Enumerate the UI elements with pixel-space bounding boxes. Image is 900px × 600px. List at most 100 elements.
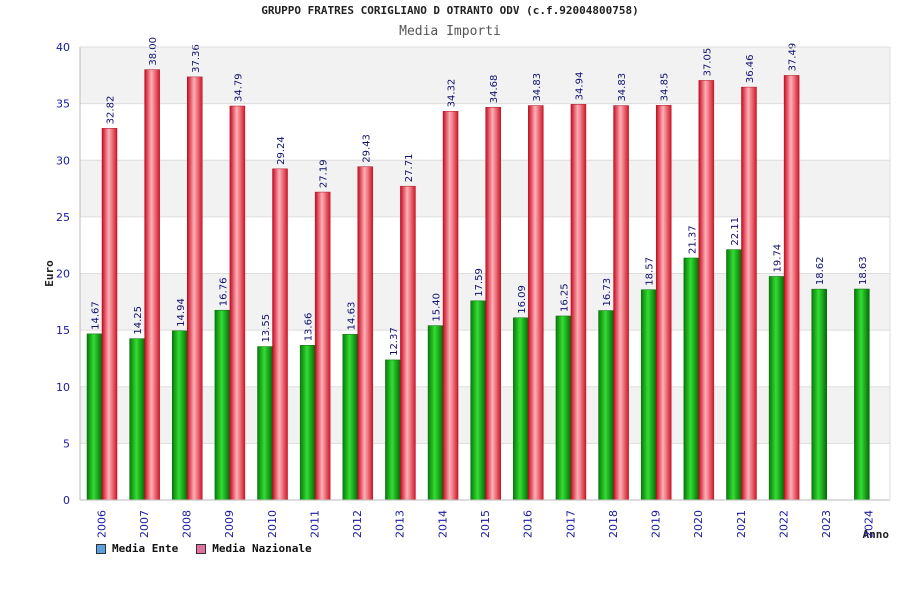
x-tick-label: 2018 bbox=[607, 510, 620, 538]
data-label-nazionale: 37.36 bbox=[191, 44, 202, 73]
x-tick-label: 2020 bbox=[692, 510, 705, 538]
x-tick-label: 2013 bbox=[394, 510, 407, 538]
y-tick-label: 5 bbox=[63, 437, 70, 450]
bar-nazionale bbox=[655, 105, 672, 501]
bar-ente bbox=[214, 309, 231, 501]
data-label-nazionale: 34.94 bbox=[574, 72, 585, 101]
legend-swatch-nazionale bbox=[196, 543, 207, 554]
y-tick-label: 10 bbox=[56, 381, 70, 394]
bar-nazionale bbox=[485, 106, 501, 501]
x-tick-label: 2017 bbox=[564, 510, 577, 538]
data-label-nazionale: 27.71 bbox=[404, 154, 415, 183]
bar-ente bbox=[257, 346, 273, 501]
data-label-ente: 14.25 bbox=[133, 306, 144, 335]
data-label-ente: 21.37 bbox=[687, 225, 698, 254]
x-tick-label: 2007 bbox=[138, 510, 151, 538]
bar-nazionale bbox=[101, 128, 118, 501]
data-label-ente: 14.67 bbox=[91, 301, 102, 330]
data-label-ente: 16.09 bbox=[517, 285, 528, 314]
data-label-nazionale: 29.24 bbox=[276, 136, 287, 165]
bar-ente bbox=[683, 257, 700, 501]
data-label-nazionale: 37.05 bbox=[702, 48, 713, 77]
x-tick-label: 2010 bbox=[266, 510, 279, 538]
y-tick-label: 20 bbox=[56, 268, 70, 281]
bar-ente bbox=[470, 300, 486, 501]
x-tick-label: 2019 bbox=[650, 510, 663, 538]
data-label-ente: 16.76 bbox=[218, 278, 229, 307]
bar-ente bbox=[768, 276, 785, 501]
y-axis-label: Euro bbox=[43, 260, 56, 287]
data-label-ente: 16.25 bbox=[559, 283, 570, 312]
bar-nazionale bbox=[741, 86, 757, 501]
x-tick-label: 2024 bbox=[863, 510, 876, 538]
x-tick-label: 2012 bbox=[351, 510, 364, 538]
bar-nazionale bbox=[187, 76, 203, 501]
y-tick-label: 30 bbox=[56, 154, 70, 167]
data-label-ente: 17.59 bbox=[474, 268, 485, 297]
bar-ente bbox=[854, 288, 870, 501]
x-axis-label: Anno bbox=[863, 528, 890, 541]
chart-subtitle: Media Importi bbox=[399, 24, 501, 39]
data-label-ente: 13.66 bbox=[304, 313, 315, 342]
axes: 0 5 10 15 20 25 30 35 40 Euro Anno 2006 2007 2008 2009… bbox=[43, 41, 891, 541]
x-tick-label: 2009 bbox=[223, 510, 236, 538]
bar-ente bbox=[342, 334, 359, 501]
data-label-ente: 13.55 bbox=[261, 314, 272, 343]
bar-ente bbox=[427, 325, 444, 501]
y-tick-label: 40 bbox=[56, 41, 70, 54]
legend-swatch-ente bbox=[96, 543, 106, 554]
bar-nazionale bbox=[442, 111, 459, 501]
legend: Media Ente Media Nazionale bbox=[96, 542, 312, 555]
bar-nazionale bbox=[357, 166, 374, 501]
bar-nazionale bbox=[272, 168, 288, 501]
data-label-ente: 14.63 bbox=[346, 302, 357, 331]
data-label-ente: 18.63 bbox=[858, 256, 869, 285]
data-label-nazionale: 29.43 bbox=[361, 134, 372, 163]
data-label-nazionale: 34.79 bbox=[233, 73, 244, 102]
data-label-ente: 22.11 bbox=[730, 217, 741, 246]
x-tick-label: 2006 bbox=[95, 510, 108, 538]
value-labels: 14.67 32.82 14.25 38.00 14.94 37.36 16.76 34.79… bbox=[91, 37, 869, 356]
bar-nazionale bbox=[229, 105, 246, 501]
bar-nazionale bbox=[528, 105, 544, 501]
bar-ente bbox=[726, 249, 742, 501]
bar-ente bbox=[640, 289, 657, 501]
data-label-nazionale: 32.82 bbox=[106, 96, 117, 125]
data-label-nazionale: 34.83 bbox=[532, 73, 543, 102]
bar-ente bbox=[811, 288, 827, 501]
x-tick-label: 2015 bbox=[479, 510, 492, 538]
data-label-nazionale: 34.32 bbox=[447, 79, 458, 108]
data-label-ente: 18.57 bbox=[645, 257, 656, 286]
data-label-nazionale: 34.83 bbox=[617, 73, 628, 102]
data-label-ente: 16.73 bbox=[602, 278, 613, 307]
bar-nazionale bbox=[400, 185, 416, 501]
bar-ente bbox=[598, 310, 614, 501]
bar-ente bbox=[172, 330, 188, 501]
y-tick-label: 25 bbox=[56, 211, 70, 224]
chart-title: GRUPPO FRATRES CORIGLIANO D OTRANTO ODV … bbox=[261, 4, 639, 17]
y-tick-label: 35 bbox=[56, 98, 70, 111]
legend-item-ente: Media Ente bbox=[96, 542, 178, 555]
bar-ente bbox=[299, 345, 316, 501]
x-tick-label: 2023 bbox=[820, 510, 833, 538]
bar-ente bbox=[513, 317, 529, 501]
data-label-ente: 15.40 bbox=[432, 293, 443, 322]
x-tick-label: 2021 bbox=[735, 510, 748, 538]
bar-ente bbox=[555, 315, 572, 501]
bar-nazionale bbox=[698, 80, 715, 501]
data-label-ente: 12.37 bbox=[389, 327, 400, 356]
bar-ente bbox=[129, 338, 145, 501]
data-label-ente: 19.74 bbox=[773, 244, 784, 273]
y-tick-label: 15 bbox=[56, 324, 70, 337]
x-tick-label: 2022 bbox=[777, 510, 790, 538]
x-tick-label: 2014 bbox=[436, 510, 449, 538]
data-label-ente: 18.62 bbox=[815, 256, 826, 285]
bar-nazionale bbox=[144, 69, 160, 501]
data-label-nazionale: 38.00 bbox=[148, 37, 159, 66]
data-label-nazionale: 37.49 bbox=[788, 43, 799, 72]
data-label-nazionale: 34.85 bbox=[660, 73, 671, 102]
data-label-nazionale: 27.19 bbox=[319, 159, 330, 188]
bar-ente bbox=[86, 333, 103, 501]
x-tick-label: 2008 bbox=[181, 510, 194, 538]
